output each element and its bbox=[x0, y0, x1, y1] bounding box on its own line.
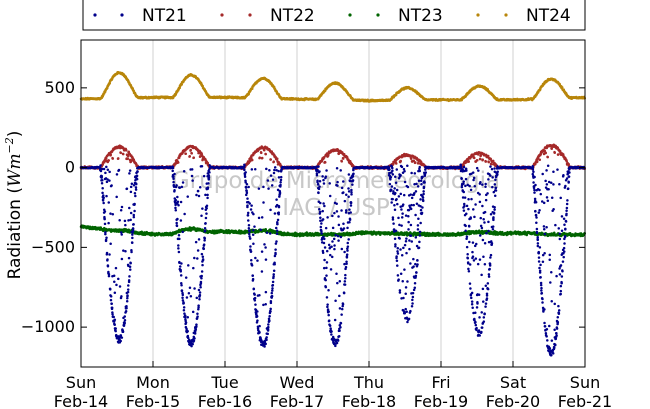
data-point-nt22 bbox=[487, 154, 490, 158]
data-point-nt22 bbox=[260, 151, 263, 155]
y-axis-label: Radiation (Wm−2) bbox=[3, 131, 25, 280]
data-point-nt22 bbox=[261, 156, 264, 160]
data-point-nt22 bbox=[276, 157, 279, 160]
data-point-nt22 bbox=[399, 159, 402, 163]
data-point-nt22 bbox=[479, 157, 482, 161]
y-axis-label-text: Radiation ( bbox=[5, 187, 25, 279]
legend-entry-nt22: NT22 bbox=[220, 6, 315, 26]
data-point-nt22 bbox=[109, 153, 112, 156]
data-point-nt22 bbox=[188, 155, 191, 158]
data-point-nt22 bbox=[467, 160, 470, 163]
series-nt23 bbox=[79, 224, 586, 238]
data-point-nt24 bbox=[178, 86, 181, 90]
data-point-nt22 bbox=[414, 161, 417, 164]
data-point-nt22 bbox=[538, 158, 541, 161]
legend-marker-nt23-b bbox=[376, 13, 380, 17]
legend-label-nt23: NT23 bbox=[398, 6, 443, 26]
data-point-nt22 bbox=[417, 162, 420, 165]
legend-marker-nt21 bbox=[93, 13, 97, 17]
data-point-nt22 bbox=[189, 148, 192, 152]
data-point-nt24 bbox=[108, 82, 111, 85]
legend-label-nt24: NT24 bbox=[526, 6, 571, 26]
legend-marker-nt21-b bbox=[120, 13, 124, 17]
data-point-nt22 bbox=[342, 157, 345, 160]
data-point-nt24 bbox=[251, 87, 254, 90]
data-point-nt22 bbox=[184, 152, 187, 155]
watermark-line: Grupo de Micrometeorologia bbox=[172, 168, 500, 194]
legend-marker-nt22-b bbox=[248, 13, 252, 17]
legend-label-nt21: NT21 bbox=[142, 6, 187, 26]
data-point-nt22 bbox=[263, 149, 266, 152]
data-point-nt22 bbox=[553, 151, 556, 154]
data-point-nt22 bbox=[177, 161, 180, 164]
data-point-nt22 bbox=[251, 158, 254, 162]
legend-marker-nt23 bbox=[348, 13, 352, 17]
legend-entry-nt24: NT24 bbox=[476, 6, 571, 26]
y-axis-label-close: ) bbox=[5, 131, 25, 138]
data-point-nt22 bbox=[395, 162, 398, 165]
data-point-nt22 bbox=[258, 156, 261, 159]
data-point-nt22 bbox=[410, 157, 413, 161]
data-point-nt22 bbox=[473, 156, 476, 160]
data-point-nt22 bbox=[476, 159, 479, 162]
data-point-nt22 bbox=[546, 155, 549, 159]
data-point-nt22 bbox=[481, 158, 484, 161]
legend-entry-nt21: NT21 bbox=[93, 6, 187, 26]
data-point-nt22 bbox=[544, 151, 547, 155]
data-point-nt22 bbox=[340, 160, 343, 163]
legend-entry-nt23: NT23 bbox=[348, 6, 443, 26]
data-point-nt24 bbox=[132, 89, 135, 93]
series-layer bbox=[79, 71, 586, 357]
data-point-nt22 bbox=[125, 149, 128, 152]
data-point-nt22 bbox=[190, 152, 193, 155]
legend-marker-nt24-b bbox=[504, 13, 508, 17]
data-point-nt22 bbox=[126, 157, 129, 160]
y-axis-label-units: Wm bbox=[5, 153, 25, 187]
grid-lines bbox=[152, 40, 514, 367]
data-point-nt22 bbox=[264, 152, 267, 156]
data-point-nt22 bbox=[269, 158, 272, 161]
data-point-nt22 bbox=[484, 160, 487, 163]
data-point-nt22 bbox=[487, 160, 490, 164]
data-point-nt22 bbox=[111, 157, 114, 160]
series-nt24 bbox=[79, 71, 586, 103]
data-point-nt22 bbox=[550, 147, 553, 151]
data-point-nt22 bbox=[107, 159, 110, 162]
data-point-nt22 bbox=[562, 153, 565, 156]
legend-marker-nt22 bbox=[220, 13, 224, 17]
data-point-nt22 bbox=[192, 156, 195, 159]
data-point-nt23 bbox=[264, 228, 267, 231]
data-point-nt22 bbox=[324, 161, 327, 164]
data-point-nt22 bbox=[536, 160, 539, 163]
y-axis-label-exponent: −2 bbox=[3, 137, 16, 153]
legend-marker-nt24 bbox=[476, 13, 480, 17]
data-point-nt24 bbox=[180, 83, 183, 86]
data-point-nt22 bbox=[117, 157, 120, 160]
data-point-nt22 bbox=[557, 153, 560, 156]
data-point-nt22 bbox=[119, 151, 122, 155]
data-point-nt22 bbox=[122, 152, 125, 156]
data-point-nt22 bbox=[492, 159, 495, 163]
data-point-nt22 bbox=[272, 160, 275, 163]
data-point-nt22 bbox=[490, 162, 493, 166]
legend-box bbox=[82, 0, 586, 31]
watermark-line: IAG / USP bbox=[282, 195, 390, 221]
legend: NT21 NT22 NT23 NT24 bbox=[82, 0, 586, 31]
legend-label-nt22: NT22 bbox=[270, 6, 315, 26]
